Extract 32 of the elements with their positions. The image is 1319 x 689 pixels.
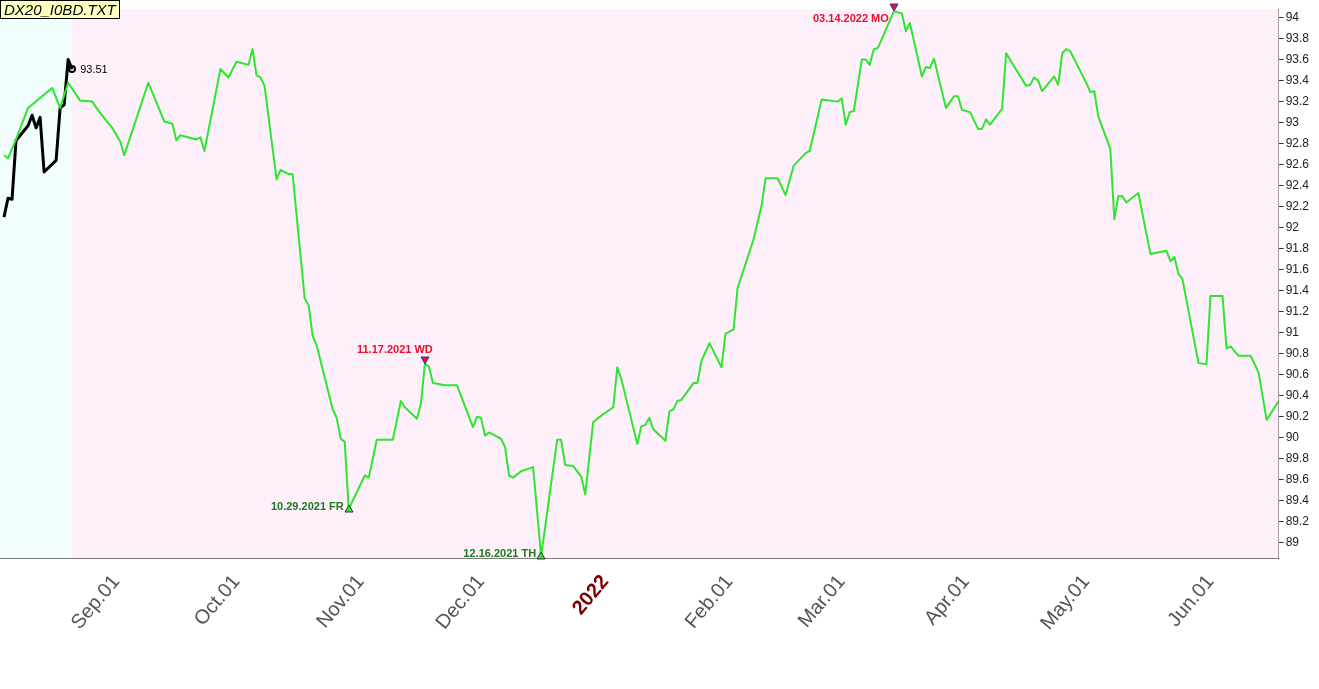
y-tick-label: 93.4 <box>1285 72 1310 87</box>
y-tick-label: 93.6 <box>1285 51 1310 66</box>
y-tick-label: 91.8 <box>1285 240 1310 255</box>
y-tick-label: 91 <box>1285 324 1300 339</box>
annotation: 10.29.2021 FR <box>270 500 344 513</box>
annotation: 12.16.2021 TH <box>463 547 537 560</box>
y-tick-label: 92.8 <box>1285 135 1310 150</box>
y-tick-label: 90.4 <box>1285 388 1310 402</box>
y-tick-label: 89.6 <box>1285 472 1310 487</box>
chart-title: DX20_I0BD.TXT <box>0 0 120 19</box>
y-tick-label: 93.8 <box>1285 30 1310 45</box>
y-tick-label: 92.2 <box>1285 198 1310 213</box>
y-tick-label: 89.2 <box>1285 514 1310 529</box>
y-tick-label: 92.4 <box>1285 177 1310 192</box>
y-tick-label: 94 <box>1285 9 1300 24</box>
y-tick-label: 89.8 <box>1285 451 1310 466</box>
y-tick-label: 91.4 <box>1285 282 1310 297</box>
y-tick-label: 89.4 <box>1285 493 1310 508</box>
y-tick-label: 91.6 <box>1285 261 1310 276</box>
y-tick-label: 91.2 <box>1285 303 1310 318</box>
annotation: 11.17.2021 WD <box>356 343 433 356</box>
y-tick-label: 93.2 <box>1285 93 1310 108</box>
y-tick-label: 90.6 <box>1285 366 1310 381</box>
annotation: 03.14.2022 MO <box>813 12 890 25</box>
y-tick-label: 93 <box>1285 114 1300 129</box>
y-tick-label: 90 <box>1285 430 1300 444</box>
y-tick-label: 90.8 <box>1285 345 1310 360</box>
y-tick-label: 92.6 <box>1285 156 1310 171</box>
y-tick-label: 89 <box>1285 535 1300 550</box>
y-tick-label: 90.2 <box>1285 409 1310 423</box>
annotation: 93.51 <box>80 63 108 76</box>
y-tick-label: 92 <box>1285 219 1300 234</box>
